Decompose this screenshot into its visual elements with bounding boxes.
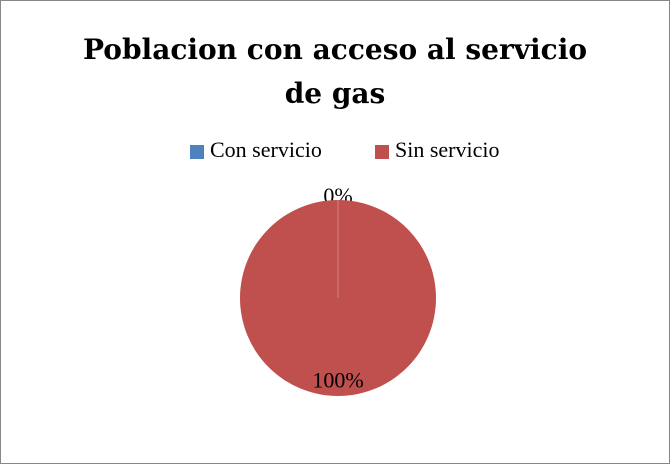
legend-swatch — [375, 145, 389, 159]
legend-label: Con servicio — [210, 137, 322, 162]
legend-label: Sin servicio — [395, 137, 500, 162]
chart-title: Poblacion con acceso al servicio de gas — [83, 33, 587, 110]
legend-swatch — [190, 145, 204, 159]
data-label: 100% — [312, 367, 363, 392]
